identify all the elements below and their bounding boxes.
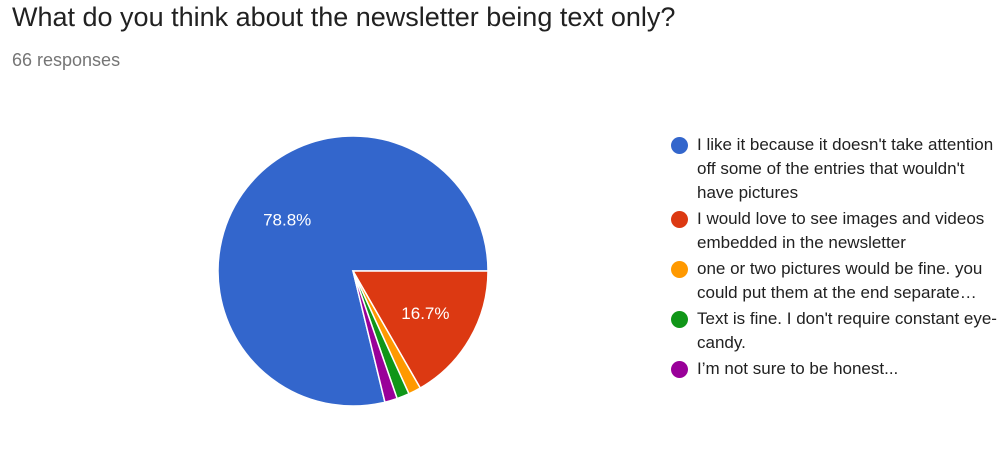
legend-label: one or two pictures would be fine. you c… [697,259,983,302]
chart-legend: I like it because it doesn't take attent… [671,133,1005,383]
legend-swatch [671,211,688,228]
legend-swatch [671,137,688,154]
legend-item[interactable]: I’m not sure to be honest... [671,357,1005,381]
legend-item[interactable]: one or two pictures would be fine. you c… [671,257,1005,305]
legend-swatch [671,361,688,378]
legend-item[interactable]: I like it because it doesn't take attent… [671,133,1005,205]
legend-item[interactable]: I would love to see images and videos em… [671,207,1005,255]
chart-title: What do you think about the newsletter b… [12,2,676,32]
legend-swatch [671,261,688,278]
legend-label: I like it because it doesn't take attent… [697,135,994,202]
pie-slice[interactable] [352,270,399,404]
response-count: 66 responses [12,50,121,70]
legend-label: I would love to see images and videos em… [697,209,985,252]
legend-label: Text is fine. I don't require constant e… [697,309,997,352]
slice-label: 78.8% [263,210,311,229]
slice-label: 16.7% [401,304,449,323]
pie-slice[interactable] [351,270,489,390]
legend-swatch [671,311,688,328]
legend-label: I’m not sure to be honest... [697,359,899,378]
legend-item[interactable]: Text is fine. I don't require constant e… [671,307,1005,355]
